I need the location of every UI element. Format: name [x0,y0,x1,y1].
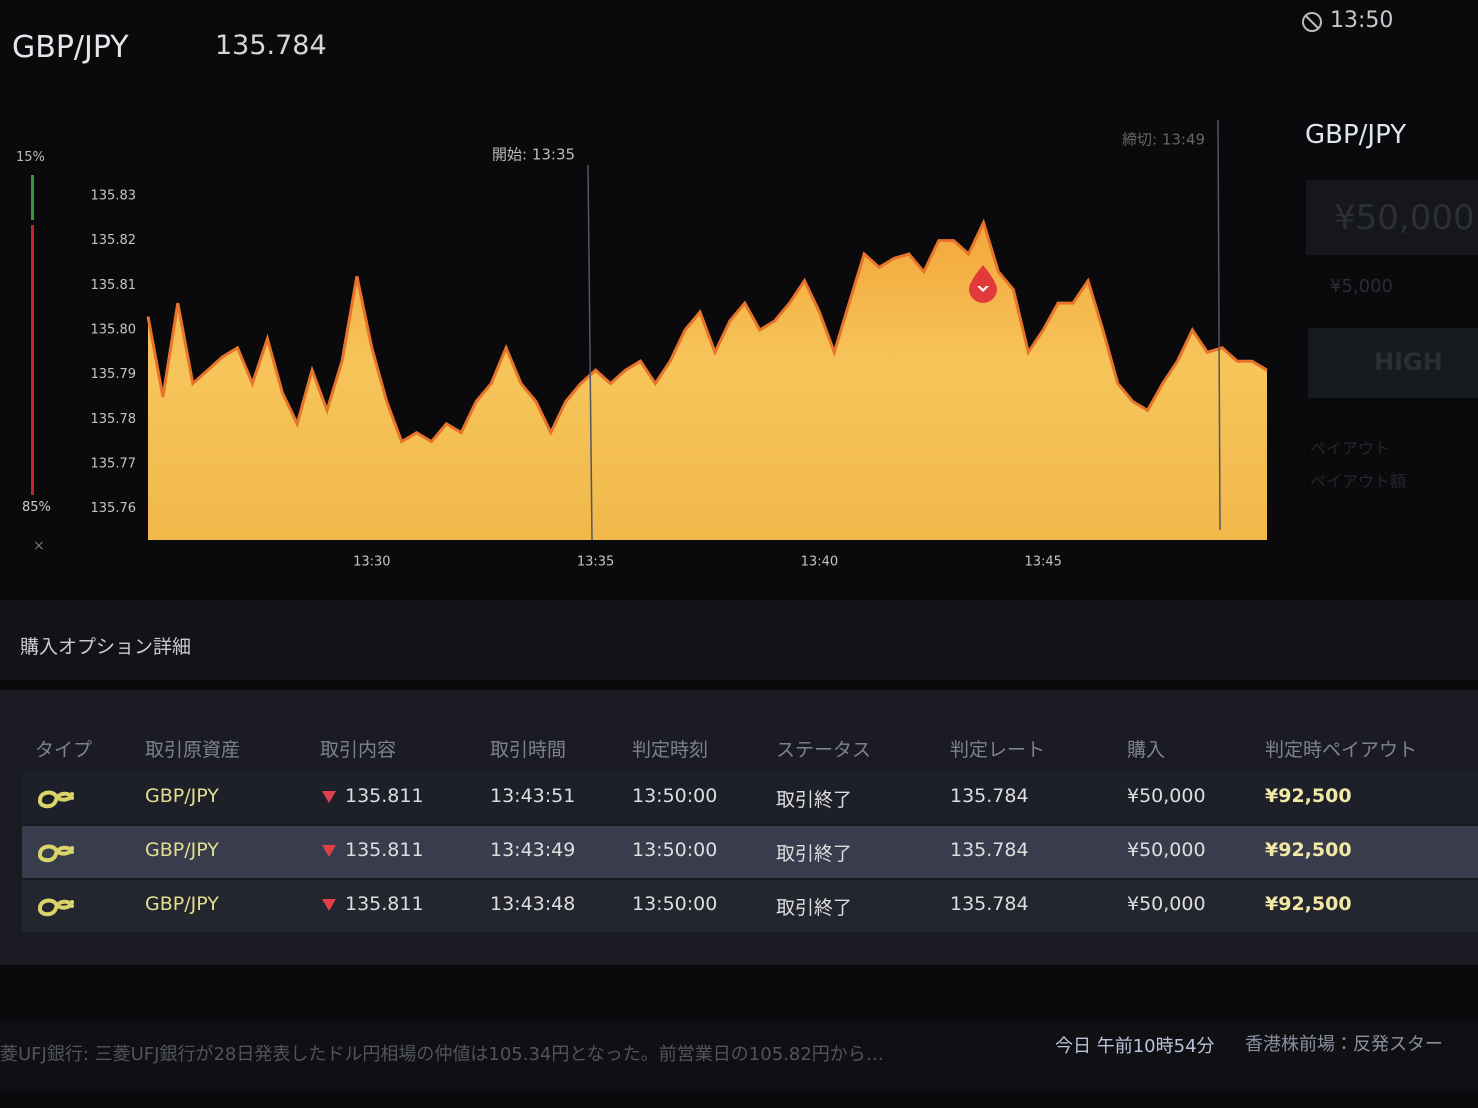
table-cell: 135.811 [345,893,424,915]
marker-arrow [977,286,989,292]
y-tick-label: 135.76 [91,501,137,516]
table-cell: 135.811 [345,785,424,807]
table-cell: ¥50,000 [1127,893,1206,915]
high-label: HIGH [1374,348,1443,376]
table-cell: GBP/JPY [145,893,219,915]
low-ratio: 85% [22,500,51,515]
high-button[interactable]: HIGH [1308,328,1478,398]
column-header: ステータス [776,739,872,761]
column-header: 判定時ペイアウト [1265,739,1418,761]
pair-title: GBP/JPY [12,30,129,65]
type-icon [36,784,76,816]
ticker-right: 香港株前場：反発スター [1245,1034,1443,1055]
type-icon [36,892,76,924]
details-table: タイプ 取引原資産 取引内容 取引時間 判定時刻 ステータス 判定レート 購入 判定時ペイアウト… [0,690,1478,965]
table-cell: 13:43:49 [490,839,576,861]
table-row: GBP/JPY 135.811 13:43:48 13:50:00 取引終了 135.78… [22,880,1478,932]
column-header: 取引原資産 [145,739,241,761]
table-cell: 13:43:48 [490,893,576,915]
start-line [587,164,593,541]
details-header [0,600,1478,680]
preset-button[interactable]: ¥5,000 [1330,276,1393,297]
column-header: タイプ [35,739,93,761]
ticker-left: 菱UFJ銀行: 三菱UFJ銀行が28日発表したドル円相場の仲値は105.34円と… [0,1044,884,1065]
y-tick-label: 135.78 [91,412,137,427]
payout-label: ペイアウト [1310,439,1391,458]
close-button[interactable]: × [33,538,45,554]
low-bar [31,225,34,495]
close-annotation: 締切: 13:49 [1122,131,1205,149]
table-row: GBP/JPY 135.811 13:43:51 13:50:00 取引終了 135.78… [22,772,1478,824]
marker-drop [969,265,997,303]
direction-icon [322,845,336,857]
amount-input[interactable]: ¥50,000 [1306,180,1478,255]
table-cell: 取引終了 [776,789,853,811]
table-cell: 135.784 [950,839,1029,861]
clock: 13:50 [1330,8,1394,33]
price-line [146,218,1268,444]
chart: 開始: 13:35 締切: 13:49 135.76 135.77 135.78 13… [91,119,1268,570]
y-tick-label: 135.81 [91,278,137,293]
y-tick-label: 135.77 [91,457,137,472]
direction-icon [322,791,336,803]
table-cell: ¥92,500 [1265,839,1352,861]
x-tick-label: 13:30 [353,555,390,570]
table-cell: 13:50:00 [632,785,718,807]
x-tick-label: 13:35 [577,555,614,570]
column-header: 取引時間 [490,739,567,761]
table-cell: 取引終了 [776,843,853,865]
table-cell: GBP/JPY [145,785,219,807]
start-annotation: 開始: 13:35 [492,146,575,164]
table-cell: 取引終了 [776,897,853,919]
table-row: GBP/JPY 135.811 13:43:49 13:50:00 取引終了 135.78… [22,826,1478,878]
column-header: 購入 [1127,739,1166,761]
table-cell: 13:50:00 [632,839,718,861]
table-cell: ¥50,000 [1127,785,1206,807]
amount: ¥50,000 [1334,198,1475,238]
type-glyph [38,844,74,863]
column-header: 取引内容 [320,739,397,761]
type-icon [36,838,76,870]
x-tick-label: 13:40 [801,555,838,570]
table-cell: 135.811 [345,839,424,861]
table-cell: 135.784 [950,785,1029,807]
panel-pair: GBP/JPY [1305,120,1407,150]
table-cell: ¥92,500 [1265,893,1352,915]
details-title: 購入オプション詳細 [20,636,192,658]
current-price: 135.784 [215,30,327,61]
payout-amount-label: ペイアウト額 [1310,472,1407,491]
high-ratio: 15% [16,150,45,165]
table-cell: ¥50,000 [1127,839,1206,861]
type-glyph [38,790,74,809]
column-header: 判定時刻 [632,739,709,761]
y-tick-label: 135.83 [91,188,137,203]
table-cell: 135.784 [950,893,1029,915]
y-tick-label: 135.79 [91,367,137,382]
column-header: 判定レート [950,739,1046,761]
table-cell: GBP/JPY [145,839,219,861]
direction-icon [322,899,336,911]
clock-icon [1302,12,1322,32]
y-tick-label: 135.82 [91,233,137,248]
ticker-bar [0,1020,1478,1092]
table-cell: 13:43:51 [490,785,576,807]
table-cell: ¥92,500 [1265,785,1352,807]
type-glyph [38,898,74,917]
close-line [1217,119,1221,531]
ticker-time: 今日 午前10時54分 [1055,1036,1215,1057]
x-tick-label: 13:45 [1024,555,1061,570]
y-tick-label: 135.80 [91,322,137,337]
table-cell: 13:50:00 [632,893,718,915]
high-bar [31,175,34,220]
trade-marker [969,265,997,303]
